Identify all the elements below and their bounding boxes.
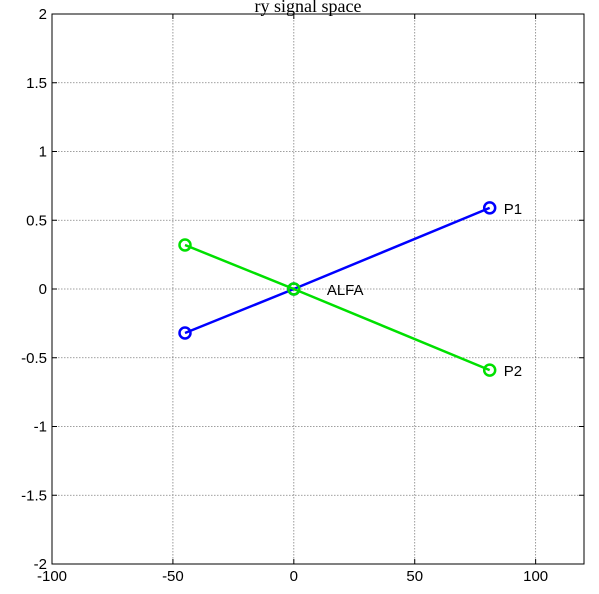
x-tick-label: 50 — [406, 568, 423, 585]
point-label: ALFA — [327, 282, 364, 299]
x-tick-label: 100 — [523, 568, 548, 585]
data-point-marker — [178, 238, 192, 252]
point-label: P2 — [504, 363, 522, 380]
x-tick-label: -100 — [37, 568, 67, 585]
series-line-1 — [184, 206, 491, 335]
series-group: P1 ALFA P2 — [178, 201, 522, 380]
x-tick-label: -50 — [162, 568, 184, 585]
y-tick-label: 1 — [39, 144, 47, 161]
y-tick-label: -2 — [34, 556, 47, 573]
data-point-marker — [482, 363, 497, 377]
axes — [51, 13, 585, 565]
y-tick-label: 0.5 — [26, 212, 47, 229]
data-point-marker — [287, 282, 301, 296]
y-tick-label: 2 — [39, 6, 47, 23]
axes-box — [51, 13, 585, 565]
chart-title: ry signal space — [255, 0, 362, 16]
y-tick-label: 1.5 — [26, 75, 47, 92]
x-axis-ticks: -100 -50 0 50 100 — [37, 14, 548, 585]
y-tick-label: 0 — [39, 281, 47, 298]
y-tick-label: -1.5 — [21, 487, 47, 504]
point-label: P1 — [504, 201, 522, 218]
y-tick-label: -1 — [34, 419, 47, 436]
series-line-2 — [184, 243, 491, 372]
grid — [51, 13, 584, 565]
x-tick-label: 0 — [290, 568, 298, 585]
data-point-marker — [178, 326, 192, 340]
y-axis-ticks: -2 -1.5 -1 -0.5 0 0.5 1 1.5 2 — [21, 6, 584, 573]
y-tick-label: -0.5 — [21, 350, 47, 367]
data-point-marker — [482, 201, 497, 215]
